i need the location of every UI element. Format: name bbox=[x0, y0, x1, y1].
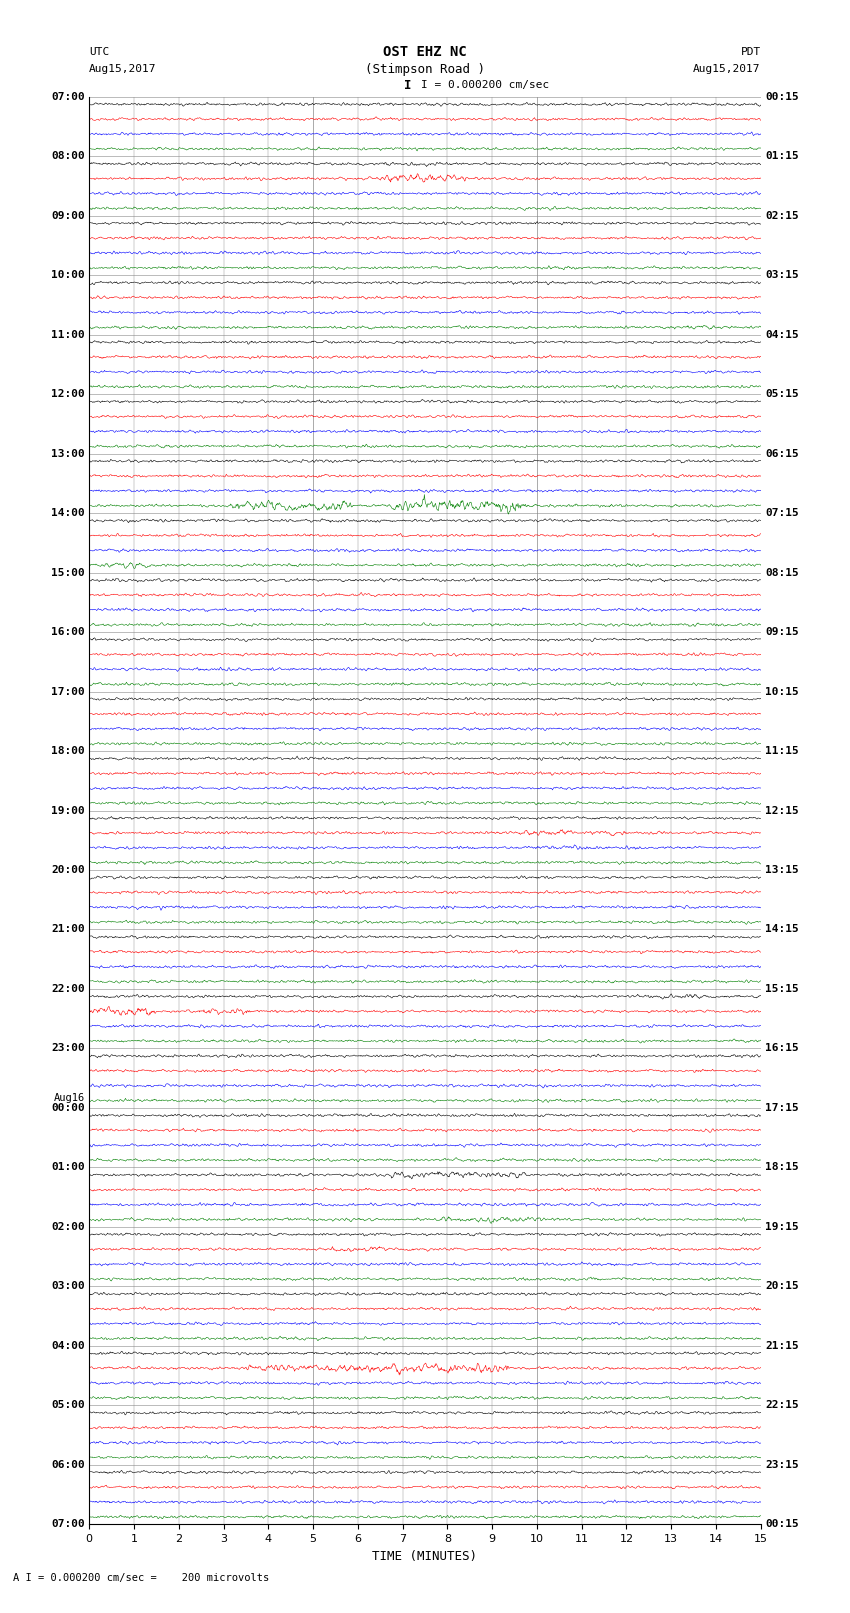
Text: 12:15: 12:15 bbox=[765, 805, 799, 816]
Text: 06:00: 06:00 bbox=[51, 1460, 85, 1469]
Text: 17:00: 17:00 bbox=[51, 687, 85, 697]
Text: 17:15: 17:15 bbox=[765, 1103, 799, 1113]
Text: 16:15: 16:15 bbox=[765, 1044, 799, 1053]
Text: I = 0.000200 cm/sec: I = 0.000200 cm/sec bbox=[421, 81, 549, 90]
Text: 15:00: 15:00 bbox=[51, 568, 85, 577]
Text: 11:00: 11:00 bbox=[51, 329, 85, 340]
Text: 14:00: 14:00 bbox=[51, 508, 85, 518]
Text: OST EHZ NC: OST EHZ NC bbox=[383, 45, 467, 58]
Text: 21:00: 21:00 bbox=[51, 924, 85, 934]
Text: 00:15: 00:15 bbox=[765, 1519, 799, 1529]
X-axis label: TIME (MINUTES): TIME (MINUTES) bbox=[372, 1550, 478, 1563]
Text: 06:15: 06:15 bbox=[765, 448, 799, 458]
Text: 15:15: 15:15 bbox=[765, 984, 799, 994]
Text: 14:15: 14:15 bbox=[765, 924, 799, 934]
Text: 09:00: 09:00 bbox=[51, 211, 85, 221]
Text: 22:00: 22:00 bbox=[51, 984, 85, 994]
Text: UTC: UTC bbox=[89, 47, 110, 56]
Text: 07:00: 07:00 bbox=[51, 92, 85, 102]
Text: 07:15: 07:15 bbox=[765, 508, 799, 518]
Text: 20:15: 20:15 bbox=[765, 1281, 799, 1292]
Text: 23:15: 23:15 bbox=[765, 1460, 799, 1469]
Text: 19:15: 19:15 bbox=[765, 1223, 799, 1232]
Text: Aug15,2017: Aug15,2017 bbox=[694, 65, 761, 74]
Text: 13:00: 13:00 bbox=[51, 448, 85, 458]
Text: 10:00: 10:00 bbox=[51, 271, 85, 281]
Text: 01:15: 01:15 bbox=[765, 152, 799, 161]
Text: 05:00: 05:00 bbox=[51, 1400, 85, 1410]
Text: 02:15: 02:15 bbox=[765, 211, 799, 221]
Text: 08:00: 08:00 bbox=[51, 152, 85, 161]
Text: 03:00: 03:00 bbox=[51, 1281, 85, 1292]
Text: 16:00: 16:00 bbox=[51, 627, 85, 637]
Text: 09:15: 09:15 bbox=[765, 627, 799, 637]
Text: 22:15: 22:15 bbox=[765, 1400, 799, 1410]
Text: 18:00: 18:00 bbox=[51, 747, 85, 756]
Text: 08:15: 08:15 bbox=[765, 568, 799, 577]
Text: 10:15: 10:15 bbox=[765, 687, 799, 697]
Text: 12:00: 12:00 bbox=[51, 389, 85, 398]
Text: 05:15: 05:15 bbox=[765, 389, 799, 398]
Text: 19:00: 19:00 bbox=[51, 805, 85, 816]
Text: 07:00: 07:00 bbox=[51, 1519, 85, 1529]
Text: 11:15: 11:15 bbox=[765, 747, 799, 756]
Text: A I = 0.000200 cm/sec =    200 microvolts: A I = 0.000200 cm/sec = 200 microvolts bbox=[13, 1573, 269, 1582]
Text: I: I bbox=[405, 79, 411, 92]
Text: Aug16: Aug16 bbox=[54, 1094, 85, 1103]
Text: 04:15: 04:15 bbox=[765, 329, 799, 340]
Text: 00:15: 00:15 bbox=[765, 92, 799, 102]
Text: Aug15,2017: Aug15,2017 bbox=[89, 65, 156, 74]
Text: 00:00: 00:00 bbox=[51, 1103, 85, 1113]
Text: PDT: PDT bbox=[740, 47, 761, 56]
Text: 03:15: 03:15 bbox=[765, 271, 799, 281]
Text: 18:15: 18:15 bbox=[765, 1163, 799, 1173]
Text: 23:00: 23:00 bbox=[51, 1044, 85, 1053]
Text: 20:00: 20:00 bbox=[51, 865, 85, 874]
Text: (Stimpson Road ): (Stimpson Road ) bbox=[365, 63, 485, 76]
Text: 02:00: 02:00 bbox=[51, 1223, 85, 1232]
Text: 01:00: 01:00 bbox=[51, 1163, 85, 1173]
Text: 13:15: 13:15 bbox=[765, 865, 799, 874]
Text: 04:00: 04:00 bbox=[51, 1340, 85, 1350]
Text: 21:15: 21:15 bbox=[765, 1340, 799, 1350]
